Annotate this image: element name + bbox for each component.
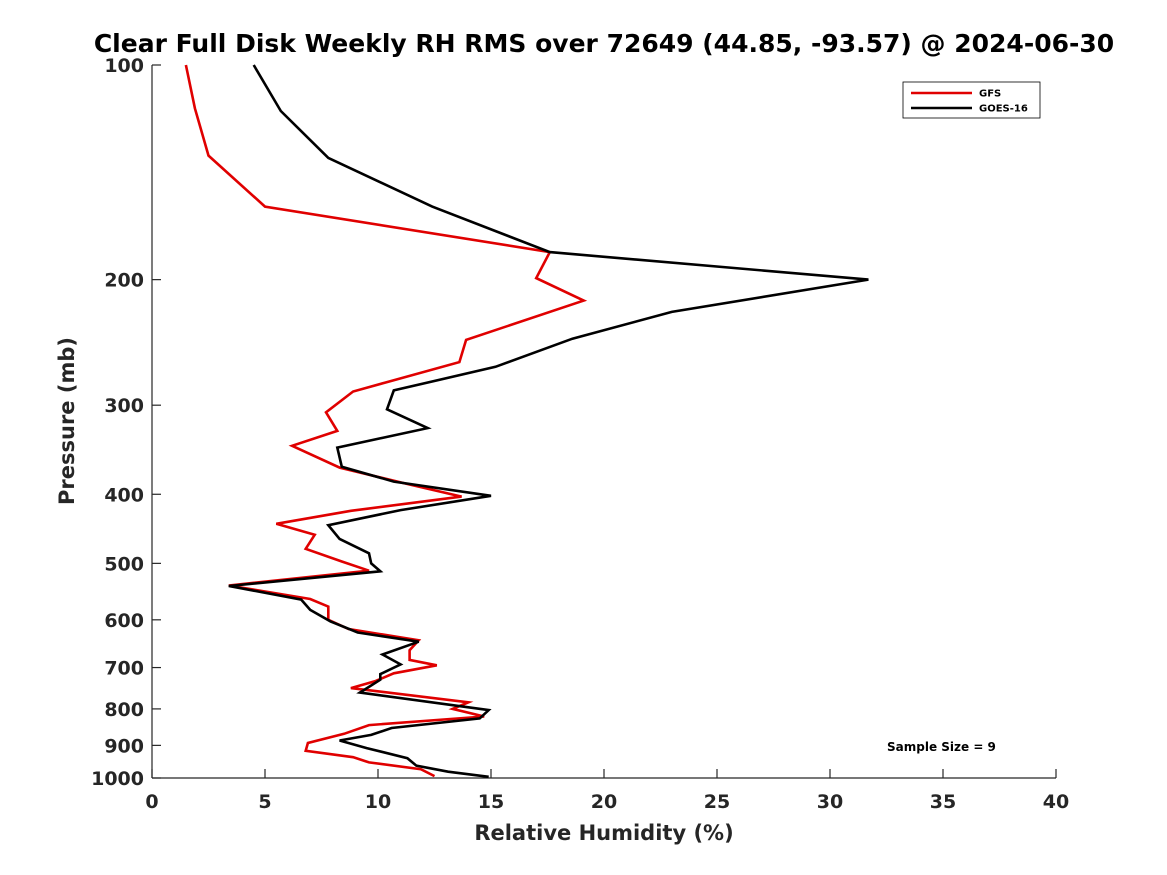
x-axis-label: Relative Humidity (%) [474, 821, 733, 845]
y-tick-label: 400 [104, 484, 144, 506]
sample-size-annotation: Sample Size = 9 [887, 740, 996, 754]
y-tick-label: 800 [104, 699, 144, 721]
chart-title: Clear Full Disk Weekly RH RMS over 72649… [94, 29, 1114, 58]
y-tick-label: 700 [104, 658, 144, 680]
x-tick-label: 0 [145, 791, 158, 813]
y-tick-label: 200 [104, 270, 144, 292]
y-ticks: 100 200 300 400 500 600 700 800 900 1000 [91, 55, 161, 790]
y-tick-label: 900 [104, 735, 144, 757]
x-tick-label: 5 [258, 791, 271, 813]
x-tick-label: 10 [365, 791, 391, 813]
y-axis-label: Pressure (mb) [55, 337, 79, 505]
series-line-gfs [184, 64, 588, 778]
legend-label-goes-16: GOES-16 [979, 104, 1028, 115]
x-tick-label: 30 [817, 791, 843, 813]
x-tick-label: 20 [591, 791, 617, 813]
x-tick-label: 15 [478, 791, 504, 813]
axes [151, 65, 1056, 779]
y-tick-label: 1000 [91, 768, 144, 790]
legend-label-gfs: GFS [979, 89, 1001, 100]
y-tick-label: 600 [104, 610, 144, 632]
legend: GFS GOES-16 [902, 81, 1041, 119]
y-tick-label: 300 [104, 395, 144, 417]
series-line-goes-16 [228, 64, 869, 779]
x-tick-label: 40 [1043, 791, 1069, 813]
y-tick-label: 500 [104, 553, 144, 575]
y-tick-label: 100 [104, 55, 144, 77]
x-tick-label: 35 [930, 791, 956, 813]
x-ticks: 0 5 10 15 20 25 30 35 40 [145, 769, 1069, 813]
legend-box [902, 81, 1041, 119]
series-group [184, 64, 869, 779]
x-tick-label: 25 [704, 791, 730, 813]
